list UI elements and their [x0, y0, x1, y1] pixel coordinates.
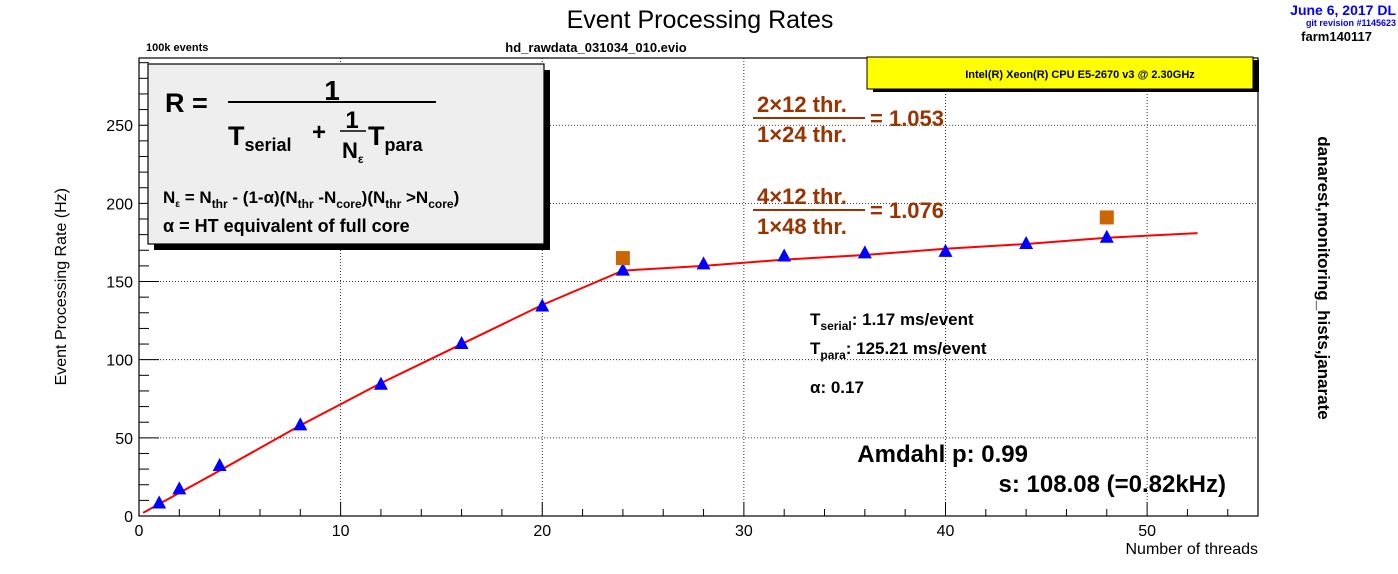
- x-axis-label: Number of threads: [1125, 541, 1258, 558]
- file-label: hd_rawdata_031034_010.evio: [505, 40, 686, 55]
- host-label: farm140117: [1301, 29, 1372, 44]
- triangle-point: [152, 495, 167, 509]
- triangle-point: [293, 417, 308, 431]
- y-tick-label: 200: [106, 196, 133, 213]
- ratio1-denominator: 1×24 thr.: [757, 122, 847, 147]
- chart-title: Event Processing Rates: [567, 6, 834, 34]
- git-label: git revision #1145623: [1306, 18, 1396, 28]
- fit-line-group: [142, 232, 1198, 514]
- triangle-point: [212, 457, 227, 471]
- triangle-point: [535, 298, 550, 312]
- y-tick-label: 0: [124, 509, 133, 526]
- y-tick-label: 250: [106, 118, 133, 135]
- cpu-label: Intel(R) Xeon(R) CPU E5-2670 v3 @ 2.30GH…: [965, 69, 1195, 81]
- formula-alpha-line: α = HT equivalent of full core: [163, 216, 410, 236]
- markers: [152, 210, 1114, 509]
- x-tick-label: 40: [937, 523, 955, 540]
- ratio1-value: = 1.053: [870, 106, 944, 131]
- events-label: 100k events: [146, 42, 208, 54]
- x-tick-label: 10: [332, 523, 350, 540]
- formula-r: R =: [165, 88, 208, 118]
- formula-inner-num: 1: [345, 107, 358, 134]
- formula-numerator: 1: [324, 75, 340, 106]
- formula-n-eps: Nε: [342, 138, 364, 166]
- ratio1-numerator: 2×12 thr.: [757, 92, 847, 117]
- y-tick-label: 50: [115, 431, 133, 448]
- triangle-point: [777, 248, 792, 262]
- formula-box: [147, 63, 545, 245]
- date-label: June 6, 2017 DL: [1290, 2, 1396, 18]
- x-tick-label: 50: [1138, 523, 1156, 540]
- amdahl-s: s: 108.08 (=0.82kHz): [999, 471, 1226, 498]
- fit-line: [142, 232, 1198, 514]
- triangle-point: [857, 245, 872, 259]
- x-tick-label: 0: [135, 523, 144, 540]
- triangle-point: [454, 336, 469, 350]
- tserial-text: Tserial: 1.17 ms/event: [810, 310, 974, 333]
- triangle-point: [1099, 229, 1114, 243]
- y-tick-label: 100: [106, 353, 133, 370]
- ratio2-value: = 1.076: [870, 198, 944, 223]
- side-label: danarest,monitoring_hists,janarate: [1314, 136, 1333, 419]
- triangle-point: [938, 243, 953, 257]
- triangle-point: [696, 256, 711, 270]
- amdahl-p: Amdahl p: 0.99: [857, 441, 1028, 468]
- alpha-text: α: 0.17: [810, 378, 864, 397]
- x-tick-label: 30: [735, 523, 753, 540]
- triangle-point: [172, 481, 187, 495]
- square-point: [1099, 210, 1114, 225]
- triangle-point: [373, 376, 388, 390]
- formula-plus: +: [312, 119, 326, 146]
- x-tick-label: 20: [533, 523, 551, 540]
- tpara-text: Tpara: 125.21 ms/event: [810, 339, 987, 362]
- triangle-point: [615, 262, 630, 276]
- y-axis-label: Event Processing Rate (Hz): [53, 188, 70, 385]
- square-point: [615, 251, 630, 266]
- plot-frame: [138, 57, 1259, 517]
- formula-t-para: Tpara: [368, 121, 424, 155]
- ratio2-denominator: 1×48 thr.: [757, 214, 847, 239]
- formula-t-serial: Tserial: [228, 121, 292, 155]
- formula-neps-line: Nε = Nthr - (1-α)(Nthr -Ncore)(Nthr >Nco…: [163, 188, 459, 211]
- triangle-point: [1019, 236, 1034, 250]
- cpu-box: [866, 56, 1254, 90]
- y-tick-label: 150: [106, 275, 133, 292]
- ratio2-numerator: 4×12 thr.: [757, 184, 847, 209]
- axis-ticks: 0 10 20 30 40 50 0 50 100 150 200 250: [106, 62, 1229, 540]
